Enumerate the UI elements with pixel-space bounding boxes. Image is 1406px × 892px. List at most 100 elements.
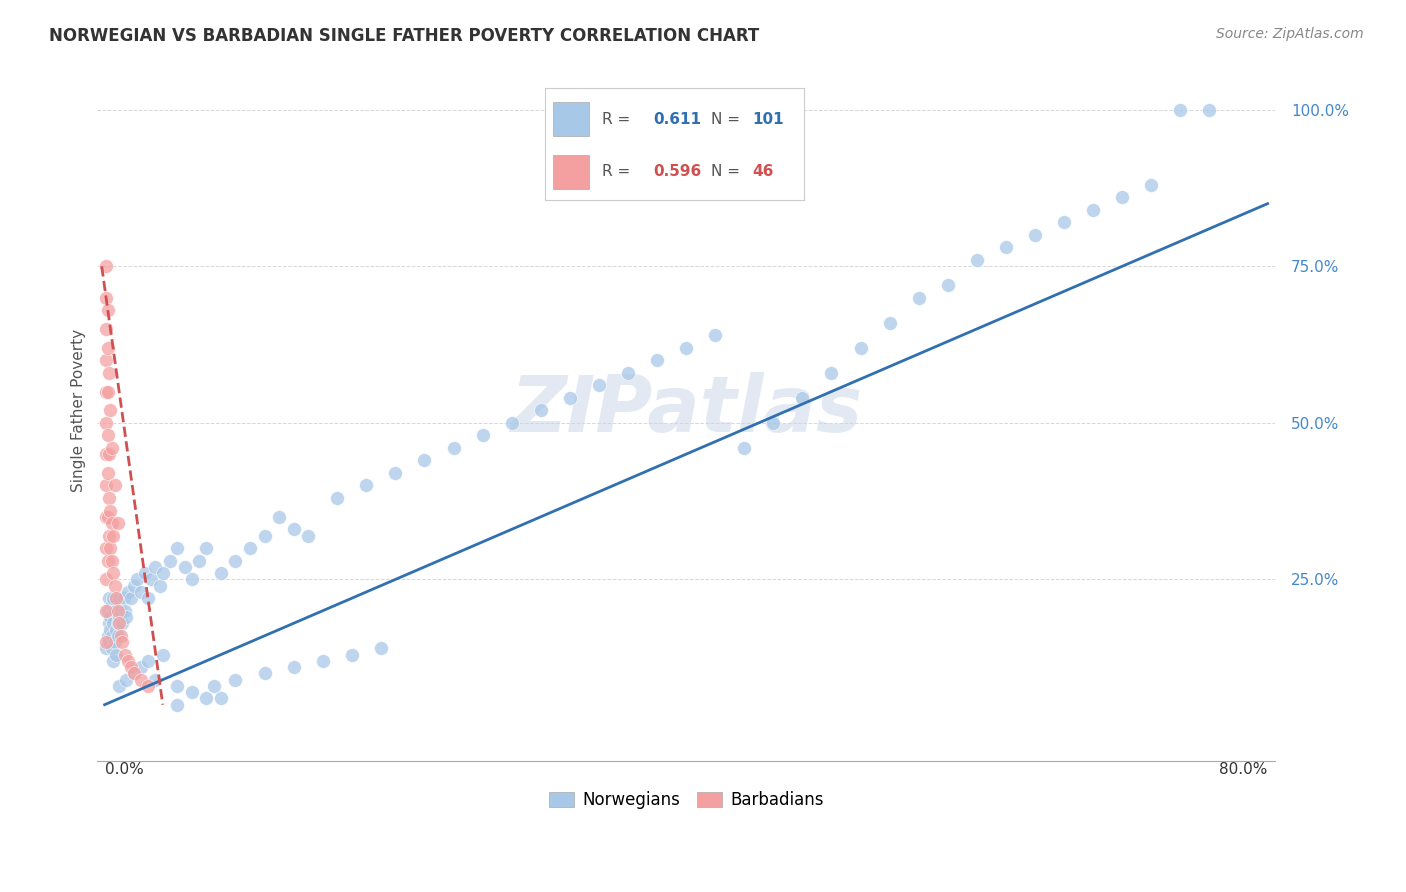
Point xyxy=(96,629,118,643)
Point xyxy=(98,528,121,542)
Point xyxy=(704,328,727,343)
Point xyxy=(94,260,117,274)
Point xyxy=(129,585,152,599)
Point xyxy=(94,573,117,587)
Legend: Norwegians, Barbadians: Norwegians, Barbadians xyxy=(543,785,830,816)
Point xyxy=(101,641,124,656)
Point xyxy=(96,303,118,318)
Point xyxy=(112,591,135,606)
Point xyxy=(1170,103,1192,117)
Point xyxy=(107,604,129,618)
Point xyxy=(129,673,152,687)
Point xyxy=(100,503,122,517)
Point xyxy=(98,635,121,649)
Point xyxy=(202,679,225,693)
Point xyxy=(117,654,139,668)
Point xyxy=(96,509,118,524)
Point xyxy=(356,478,378,492)
Point xyxy=(820,366,842,380)
Point xyxy=(471,428,494,442)
Point xyxy=(107,629,129,643)
Point xyxy=(253,528,276,542)
Point xyxy=(104,604,127,618)
Point xyxy=(1140,178,1163,192)
Point xyxy=(1198,103,1220,117)
Point xyxy=(136,591,159,606)
Point xyxy=(173,560,195,574)
Point xyxy=(100,541,122,555)
Point xyxy=(107,616,129,631)
Point xyxy=(94,541,117,555)
Point xyxy=(94,384,117,399)
Point xyxy=(195,691,218,706)
Point xyxy=(617,366,640,380)
Point xyxy=(104,478,127,492)
Point xyxy=(370,641,392,656)
Point xyxy=(530,403,553,417)
Point xyxy=(110,604,132,618)
Point xyxy=(111,616,134,631)
Point xyxy=(224,673,246,687)
Point xyxy=(96,341,118,355)
Point xyxy=(98,366,121,380)
Point xyxy=(98,491,121,505)
Point xyxy=(94,447,117,461)
Point xyxy=(114,604,136,618)
Text: Source: ZipAtlas.com: Source: ZipAtlas.com xyxy=(1216,27,1364,41)
Text: NORWEGIAN VS BARBADIAN SINGLE FATHER POVERTY CORRELATION CHART: NORWEGIAN VS BARBADIAN SINGLE FATHER POV… xyxy=(49,27,759,45)
Point xyxy=(1081,202,1104,217)
Point xyxy=(103,566,125,581)
Point xyxy=(108,591,131,606)
Point xyxy=(588,378,610,392)
Point xyxy=(101,598,124,612)
Point xyxy=(103,654,125,668)
Point xyxy=(267,509,290,524)
Point xyxy=(96,554,118,568)
Point xyxy=(111,635,134,649)
Point xyxy=(159,554,181,568)
Point xyxy=(103,591,125,606)
Point xyxy=(94,635,117,649)
Point xyxy=(501,416,523,430)
Point xyxy=(209,566,232,581)
Point xyxy=(96,604,118,618)
Point xyxy=(966,253,988,268)
Point xyxy=(101,554,124,568)
Point xyxy=(120,660,142,674)
Point xyxy=(96,466,118,480)
Point xyxy=(762,416,785,430)
Point xyxy=(195,541,218,555)
Point xyxy=(675,341,697,355)
Point xyxy=(122,579,145,593)
Point xyxy=(340,648,363,662)
Point xyxy=(180,573,202,587)
Point xyxy=(1053,215,1076,229)
Point xyxy=(326,491,349,505)
Point xyxy=(117,585,139,599)
Point xyxy=(384,466,406,480)
Point xyxy=(129,660,152,674)
Point xyxy=(115,673,138,687)
Point xyxy=(101,629,124,643)
Point xyxy=(115,610,138,624)
Point xyxy=(96,428,118,442)
Point xyxy=(100,403,122,417)
Point xyxy=(907,291,929,305)
Point xyxy=(94,509,117,524)
Point xyxy=(1024,227,1046,242)
Point xyxy=(879,316,901,330)
Point xyxy=(110,629,132,643)
Point xyxy=(94,641,117,656)
Point xyxy=(125,573,148,587)
Point xyxy=(443,441,465,455)
Point xyxy=(180,685,202,699)
Point xyxy=(94,416,117,430)
Point xyxy=(94,322,117,336)
Point xyxy=(1111,190,1133,204)
Point xyxy=(283,522,305,536)
Point xyxy=(114,648,136,662)
Text: 80.0%: 80.0% xyxy=(1219,762,1268,777)
Point xyxy=(98,616,121,631)
Y-axis label: Single Father Poverty: Single Father Poverty xyxy=(72,329,86,491)
Point xyxy=(166,698,188,712)
